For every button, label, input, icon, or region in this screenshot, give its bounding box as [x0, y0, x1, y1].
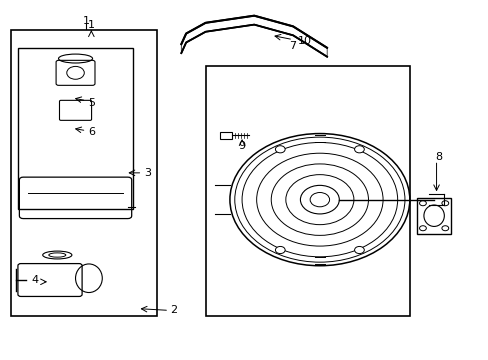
Text: 1: 1	[88, 19, 95, 30]
Text: 2: 2	[170, 305, 177, 315]
Text: 4: 4	[32, 275, 39, 285]
Text: 5: 5	[88, 98, 95, 108]
Text: 1: 1	[83, 16, 90, 26]
Circle shape	[275, 247, 285, 253]
Circle shape	[275, 146, 285, 153]
Text: 8: 8	[434, 152, 442, 162]
Circle shape	[354, 146, 364, 153]
Circle shape	[354, 247, 364, 253]
Bar	[11, 30, 157, 316]
Text: 3: 3	[143, 168, 150, 178]
Bar	[220, 132, 232, 139]
Bar	[19, 48, 132, 208]
Bar	[205, 66, 409, 316]
Text: 10: 10	[298, 36, 312, 46]
Bar	[416, 198, 450, 234]
Text: 6: 6	[88, 127, 95, 137]
Text: 9: 9	[238, 141, 245, 151]
Polygon shape	[181, 16, 326, 57]
Text: 7: 7	[289, 41, 296, 51]
